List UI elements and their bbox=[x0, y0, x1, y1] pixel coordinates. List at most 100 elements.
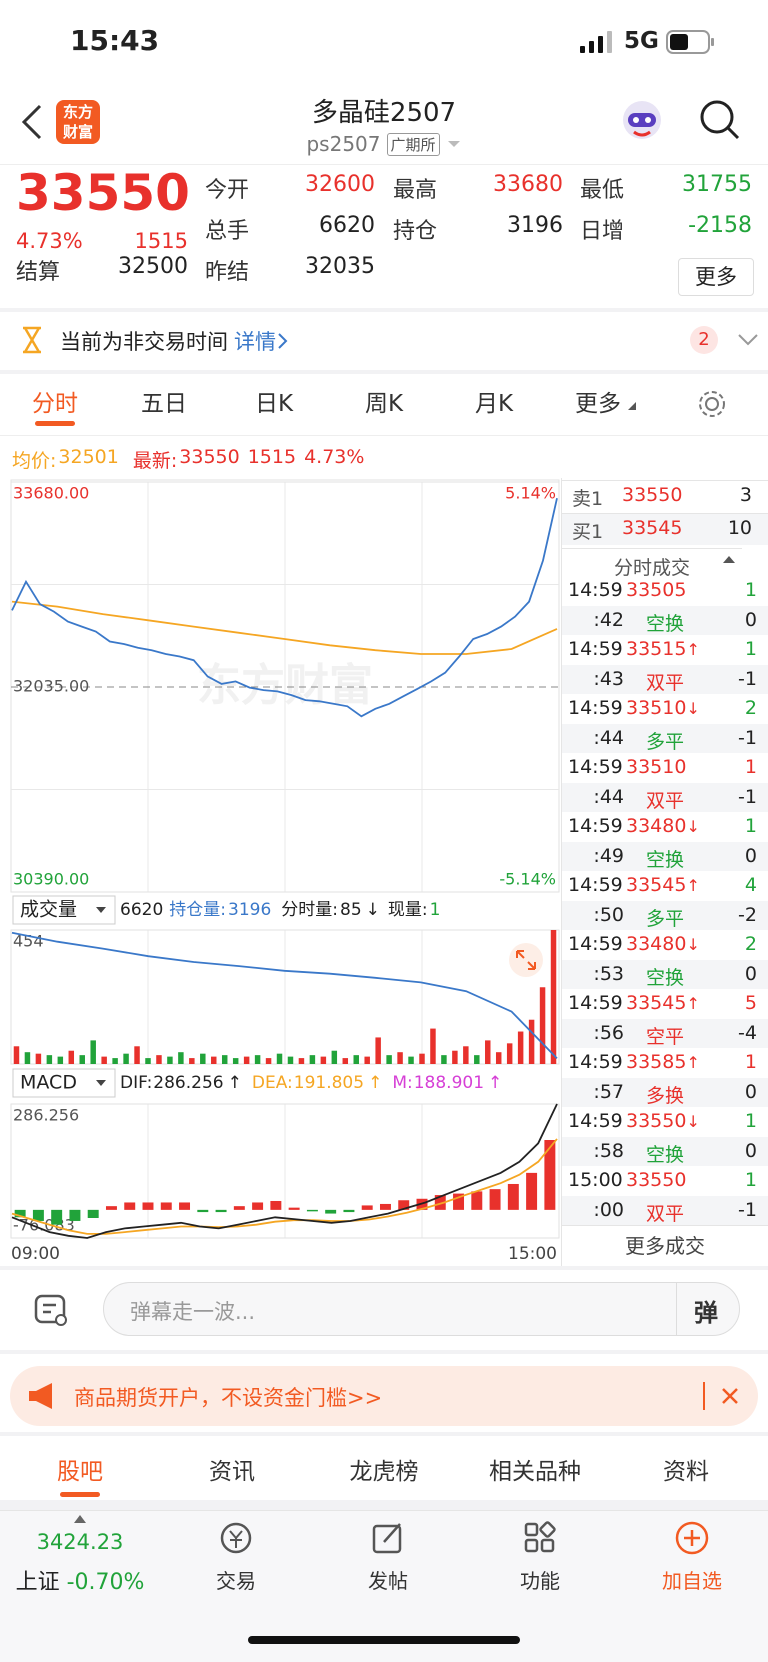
trade-time: 15:00 bbox=[568, 1169, 623, 1191]
trades-title: 分时成交 bbox=[562, 548, 742, 580]
icon-part bbox=[607, 31, 612, 53]
tab[interactable]: 五日 bbox=[141, 391, 187, 417]
ad-banner[interactable]: 商品期货开户，不设资金门槛>> bbox=[10, 1366, 758, 1426]
trade-type: 双平 bbox=[646, 789, 685, 812]
collapse-icon[interactable] bbox=[736, 332, 760, 348]
trade-oi-change: 0 bbox=[744, 1139, 757, 1162]
volume-bar bbox=[353, 1055, 359, 1064]
nav-label[interactable]: 交易 bbox=[216, 1569, 256, 1593]
change-percent: 4.73% bbox=[16, 229, 83, 253]
indicator-text: 分时量: bbox=[281, 900, 338, 920]
book-volume: 10 bbox=[727, 517, 752, 539]
band bbox=[0, 308, 768, 312]
trade-price-value: 33510 bbox=[626, 756, 687, 778]
index-line[interactable]: 上证 -0.70% bbox=[10, 1564, 150, 1596]
volume-bar bbox=[517, 1031, 524, 1064]
macd-bar bbox=[325, 1209, 337, 1214]
pct-tick-label: 5.14% bbox=[505, 484, 556, 503]
nav-label[interactable]: 发帖 bbox=[368, 1569, 408, 1593]
trade-type: 多平 bbox=[646, 907, 685, 930]
nav-icon[interactable] bbox=[370, 1520, 406, 1556]
bottom-tab[interactable]: 股吧 bbox=[57, 1459, 103, 1485]
volume-bar bbox=[452, 1050, 458, 1064]
bottom-tab[interactable]: 资料 bbox=[663, 1459, 709, 1485]
tab[interactable]: 更多 bbox=[575, 391, 621, 417]
macd-bar bbox=[343, 1209, 355, 1213]
trade-price: 33510↓ bbox=[626, 697, 700, 719]
more-trades[interactable]: 更多成交 bbox=[562, 1225, 768, 1266]
assistant-icon[interactable] bbox=[620, 98, 664, 142]
change-info: 1515 bbox=[247, 446, 297, 468]
trade-time: 14:59 bbox=[568, 638, 623, 660]
volume-bar bbox=[167, 1056, 173, 1064]
bottom-tab[interactable]: 龙虎榜 bbox=[349, 1459, 419, 1485]
bottom-tab[interactable]: 相关品种 bbox=[489, 1459, 581, 1485]
expand-button[interactable] bbox=[509, 943, 543, 977]
trade-arrow: ↑ bbox=[686, 1053, 700, 1072]
field-value: 31755 bbox=[682, 172, 752, 197]
battery-icon bbox=[666, 30, 714, 54]
notice-link[interactable]: 详情 bbox=[234, 330, 276, 354]
settings-button[interactable] bbox=[696, 388, 728, 420]
sort-icon[interactable] bbox=[723, 556, 735, 563]
volume-bar bbox=[550, 930, 557, 1064]
volume-bar bbox=[430, 1028, 436, 1064]
trade-time: 14:59 bbox=[568, 697, 623, 719]
trade-oi-change: -1 bbox=[738, 785, 757, 808]
more-button[interactable]: 更多 bbox=[678, 258, 754, 296]
back-button[interactable] bbox=[18, 104, 48, 140]
tab[interactable]: 月K bbox=[474, 391, 514, 417]
selector-label: MACD bbox=[20, 1072, 77, 1094]
ad-close[interactable] bbox=[720, 1386, 740, 1406]
trade-price: 33480↓ bbox=[626, 933, 700, 955]
index-value[interactable]: 3424.23 bbox=[36, 1530, 124, 1554]
danmaku-input[interactable]: 弹幕走一波... 弹 bbox=[103, 1282, 740, 1336]
icon-part bbox=[598, 36, 603, 53]
volume-bar bbox=[463, 1046, 469, 1064]
trade-volume: 1 bbox=[744, 579, 757, 601]
trade-time: 14:59 bbox=[568, 815, 623, 837]
notice-badge[interactable]: 2 bbox=[690, 326, 718, 354]
signal-icon bbox=[580, 31, 612, 53]
nav-label[interactable]: 加自选 bbox=[662, 1569, 722, 1593]
volume-bar bbox=[528, 1019, 535, 1064]
nav-icon[interactable] bbox=[522, 1520, 558, 1556]
trade-oi-change: -1 bbox=[738, 726, 757, 749]
danmaku-button[interactable]: 弹 bbox=[694, 1299, 718, 1327]
trade-oi-change: -1 bbox=[738, 667, 757, 690]
tab[interactable]: 日K bbox=[254, 391, 294, 417]
nav-icon[interactable] bbox=[218, 1520, 254, 1556]
trade-time: 14:59 bbox=[568, 992, 623, 1014]
trade-price-value: 33515 bbox=[626, 638, 687, 660]
search-button[interactable] bbox=[698, 98, 742, 142]
book-price: 33550 bbox=[622, 484, 683, 506]
nav-label[interactable]: 功能 bbox=[520, 1569, 560, 1593]
trade-arrow: ↓ bbox=[686, 817, 700, 836]
icon-part bbox=[229, 1530, 243, 1548]
macd-bar bbox=[507, 1183, 519, 1210]
dropdown-icon[interactable] bbox=[446, 139, 462, 149]
last-label: 最新: bbox=[132, 450, 178, 472]
trade-seconds: :44 bbox=[593, 785, 624, 808]
trade-seconds: :00 bbox=[593, 1198, 624, 1221]
volume-bar bbox=[287, 1056, 294, 1064]
contract-title: 多晶硅2507 bbox=[311, 98, 457, 128]
icon-part bbox=[666, 30, 710, 54]
icon-part bbox=[29, 1383, 52, 1409]
x-tick-label: 09:00 bbox=[11, 1244, 60, 1264]
volume-bar bbox=[232, 1058, 239, 1064]
icon-part bbox=[589, 41, 594, 53]
bottom-tab[interactable]: 资讯 bbox=[209, 1459, 255, 1485]
tab-indicator bbox=[60, 1492, 100, 1497]
indicator-selector[interactable] bbox=[12, 1068, 116, 1098]
icon-part bbox=[670, 34, 688, 50]
trade-row-bg bbox=[562, 664, 768, 694]
index-change: -0.70% bbox=[66, 1570, 145, 1595]
nav-icon[interactable] bbox=[674, 1520, 710, 1556]
indicator-selector[interactable] bbox=[12, 895, 116, 925]
trade-seconds: :50 bbox=[593, 903, 624, 926]
danmaku-icon[interactable] bbox=[34, 1292, 70, 1328]
trade-price: 33480↓ bbox=[626, 815, 700, 837]
tab[interactable]: 分时 bbox=[32, 391, 78, 417]
tab[interactable]: 周K bbox=[364, 391, 404, 417]
